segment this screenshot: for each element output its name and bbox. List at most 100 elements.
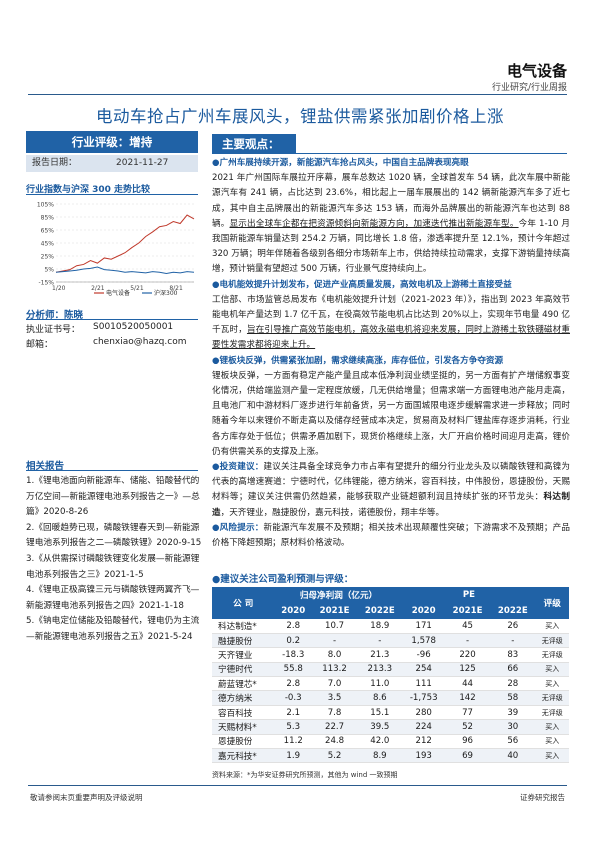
table-row: 宁德时代 55.8 113.2 213.3 254 125 66 买入 xyxy=(212,662,569,678)
point-text-underlined: 显示出全球车企都在把资源倾斜向新能源方向，加速迭代推出新能源车型。 xyxy=(229,218,519,229)
table-cell: 111 xyxy=(402,676,445,692)
bullet-icon: ● xyxy=(212,355,220,366)
legend-label: 沪深300 xyxy=(154,289,178,296)
point-text: 工信部、市场监管总局发布《电机能效提升计划（2021-2023 年）》，指出到 … xyxy=(212,294,570,336)
table-row: 天赐材料* 5.3 22.7 39.5 224 52 30 买入 xyxy=(212,719,569,735)
x-tick-label: 1/20 xyxy=(52,285,66,292)
report-date: 报告日期： 2021-11-27 xyxy=(26,155,198,172)
table-cell: 77 xyxy=(444,705,491,721)
y-tick-label: 105% xyxy=(37,202,54,209)
table-row: 恩捷股份 11.2 24.8 42.0 212 96 56 买入 xyxy=(212,734,569,750)
company-name: 容百科技 xyxy=(212,705,275,721)
point-heading: 风险提示： xyxy=(219,522,264,533)
col-year: 2020 xyxy=(402,603,445,619)
table-row: 科达制造* 2.8 10.7 18.9 171 45 26 买入 xyxy=(212,619,569,634)
footer-divider xyxy=(28,785,567,786)
email-label: 邮箱： xyxy=(26,340,54,350)
col-year: 2022E xyxy=(357,603,403,619)
table-cell: 0.2 xyxy=(274,633,312,649)
col-year: 2021E xyxy=(311,603,358,619)
company-rating: 买入 xyxy=(535,619,569,634)
y-tick-label: 5% xyxy=(44,267,54,274)
col-profit: 归母净利润（亿元） xyxy=(274,587,403,603)
related-report-item[interactable]: 1.《锂电池面向新能源车、储能、铅酸替代的万亿空间—新能源锂电池系列报告之一》—… xyxy=(26,476,200,518)
col-year: 2021E xyxy=(444,603,491,619)
table-source: 资料来源：*为华安证券研究所预测，其他为 wind 一致预期 xyxy=(212,771,398,779)
col-pe: PE xyxy=(402,587,536,603)
related-divider xyxy=(26,470,198,471)
related-reports-list: 1.《锂电池面向新能源车、储能、铅酸替代的万亿空间—新能源锂电池系列报告之一》—… xyxy=(26,474,202,646)
col-year: 2020 xyxy=(274,603,312,619)
company-rating: 买入 xyxy=(535,734,569,750)
point-ev-autoshow: ●广州车展持续开源，新能源汽车抢占风头，中国自主品牌表现亮眼 2021 年广州国… xyxy=(212,156,570,278)
point-heading: 投资建议： xyxy=(219,462,264,473)
table-cell: -18.3 xyxy=(274,647,312,663)
related-report-item[interactable]: 4.《锂电正极高镍三元与磷酸铁锂两翼齐飞—新能源锂电池系列报告之四》2021-1… xyxy=(26,585,200,611)
related-report-item[interactable]: 2.《回暖趋势已现，磷酸铁锂春天到—新能源锂电池系列报告之二—磷酸铁锂》2020… xyxy=(26,522,202,549)
table-row: 天齐锂业 -18.3 8.0 21.3 -96 220 83 无评级 xyxy=(212,647,569,663)
y-tick-label: -15% xyxy=(38,280,54,287)
table-row: 融捷股份 0.2- -1,578- - 无评级 xyxy=(212,633,569,649)
company-name: 恩捷股份 xyxy=(212,734,275,750)
company-rating: 无评级 xyxy=(535,690,569,706)
table-cell: 3.5 xyxy=(311,690,358,706)
table-cell: 69 xyxy=(444,748,491,764)
table-cell: 21.3 xyxy=(357,647,403,663)
license-value: S0010520050001 xyxy=(93,322,174,332)
key-points-divider xyxy=(296,153,567,154)
table-cell: 7.0 xyxy=(311,676,358,692)
company-name: 嘉元科技* xyxy=(212,748,275,764)
legend-label: 电气设备 xyxy=(106,289,130,296)
table-cell: 58 xyxy=(490,690,536,706)
related-reports-title: 相关报告 xyxy=(26,461,65,472)
y-tick-label: 25% xyxy=(41,254,55,261)
bullet-icon: ● xyxy=(212,462,220,473)
chart-divider xyxy=(26,194,198,195)
table-cell: 40 xyxy=(490,748,536,764)
company-rating: 无评级 xyxy=(535,705,569,721)
table-cell: 8.0 xyxy=(311,647,358,663)
series-line xyxy=(55,214,195,273)
x-tick-label: 5/21 xyxy=(130,285,144,292)
table-cell: -96 xyxy=(402,647,445,663)
y-tick-label: 85% xyxy=(41,215,55,222)
table-row: 蔚蓝锂芯* 2.8 7.0 11.0 111 44 28 买入 xyxy=(212,676,569,692)
point-lithium-supply: ●锂板块反弹，供需紧张加剧，需求继续高涨，库存低位，引发各方争夺资源 锂板块反弹… xyxy=(212,354,570,460)
table-cell: 171 xyxy=(402,619,445,634)
related-report-item[interactable]: 5.《钠电定位储能及铅酸替代，锂电仍为主流—新能源锂电池系列报告之五》2021-… xyxy=(26,616,200,642)
table-cell: 8.6 xyxy=(357,690,403,706)
table-cell: 1.9 xyxy=(274,748,312,764)
report-date-value: 2021-11-27 xyxy=(116,158,169,168)
table-cell: 254 xyxy=(402,662,445,678)
table-cell: 18.9 xyxy=(357,619,403,634)
company-rating: 买入 xyxy=(535,748,569,764)
table-cell: -0.3 xyxy=(274,690,312,706)
forecast-table: 公 司 归母净利润（亿元） PE 评级 2020 2021E 2022E 202… xyxy=(212,587,569,764)
table-cell: 15.1 xyxy=(357,705,403,721)
bullet-icon: ● xyxy=(212,574,221,585)
point-text: 建议关注具备全球竞争力市占率有望提升的细分行业龙头及以磷酸铁锂和高镍为代表的高增… xyxy=(212,462,570,503)
bullet-icon: ● xyxy=(212,158,220,168)
table-cell: 142 xyxy=(444,690,491,706)
industry-rating: 行业评级：增持 xyxy=(26,131,198,153)
y-tick-label: 45% xyxy=(41,241,55,248)
table-cell: 45 xyxy=(444,619,491,634)
point-investment-advice: ●投资建议：建议关注具备全球竞争力市占率有望提升的细分行业龙头及以磷酸铁锂和高镍… xyxy=(212,460,570,521)
table-cell: 224 xyxy=(402,719,445,735)
point-text: 锂板块反弹，一方面有稳定产能产量且成本低净利润业绩坚挺的，另一方面有扩产增储叙事… xyxy=(212,370,570,457)
email-value[interactable]: chenxiao@hazq.com xyxy=(93,337,187,347)
table-cell: 193 xyxy=(402,748,445,764)
footer-label: 证券研究报告 xyxy=(520,793,565,802)
table-cell: 5.2 xyxy=(311,748,358,764)
table-row: 德方纳米 -0.3 3.5 8.6 -1,753 142 58 无评级 xyxy=(212,690,569,706)
table-cell: 39 xyxy=(490,705,536,721)
table-cell: 125 xyxy=(444,662,491,678)
related-report-item[interactable]: 3.《从供需探讨磷酸铁锂变化发展—新能源锂电池系列报告之三》2021-1-5 xyxy=(26,553,200,580)
point-motor-efficiency: ●电机能效提升计划发布，促进产业高质量发展，高效电机及上游稀土直接受益 工信部、… xyxy=(212,278,570,354)
company-rating: 买入 xyxy=(535,719,569,735)
table-cell: 28 xyxy=(490,676,536,692)
point-heading: 电机能效提升计划发布，促进产业高质量发展，高效电机及上游稀土直接受益 xyxy=(219,279,512,290)
point-text: 2021 年广州国际车展拉开序幕，展车总数达 1020 辆，全球首发车 54 辆… xyxy=(212,173,570,229)
col-rating: 评级 xyxy=(535,587,569,619)
index-trend-chart: 105% 85% 65% 45% 25% 5% -15%1/20 2/21 5/21 8/21 电气… xyxy=(37,202,195,296)
